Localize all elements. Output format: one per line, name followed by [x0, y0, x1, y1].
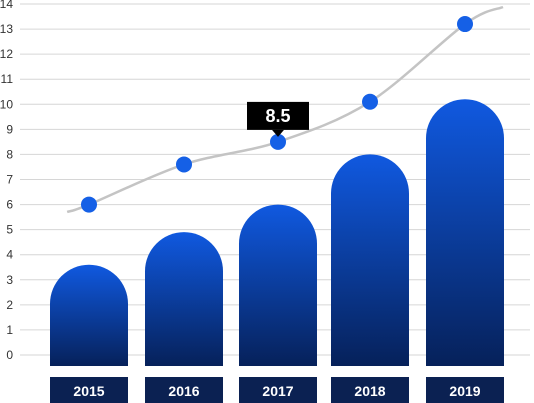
y-tick-label: 4: [6, 248, 13, 262]
bar: [50, 264, 128, 366]
y-tick-label: 9: [6, 122, 13, 136]
category-label-box: [145, 377, 223, 403]
line-point: [270, 133, 286, 150]
y-tick-label: 11: [1, 72, 14, 86]
tooltip-value: 8.5: [265, 106, 290, 126]
category-label-box: [426, 377, 504, 403]
y-tick-label: 13: [0, 22, 13, 36]
y-tick-label: 14: [0, 0, 13, 11]
y-tick-label: 2: [6, 298, 13, 312]
y-tick-label: 3: [6, 273, 13, 287]
bar: [145, 232, 223, 366]
line-point: [81, 196, 97, 213]
y-tick-label: 5: [6, 223, 13, 237]
y-tick-label: 8: [6, 147, 13, 161]
line-point: [176, 156, 192, 173]
line-point: [362, 93, 378, 110]
tooltip-box: [247, 101, 309, 130]
y-tick-label: 7: [6, 173, 13, 187]
tooltip-pointer: [272, 129, 284, 137]
y-tick-label: 1: [6, 323, 13, 337]
category-label-box: [50, 377, 128, 403]
y-tick-label: 0: [6, 348, 13, 362]
bar: [239, 204, 317, 366]
bar: [426, 99, 504, 366]
value-tooltip: 8.5: [247, 101, 309, 137]
line-series: [66, 5, 504, 214]
category-label: 2017: [262, 383, 293, 399]
bar: [331, 154, 409, 366]
line-point: [457, 16, 473, 33]
y-tick-label: 6: [6, 198, 13, 212]
category-label-box: [239, 377, 317, 403]
category-label: 2015: [73, 383, 104, 399]
y-tick-label: 10: [0, 97, 13, 111]
category-label-box: [331, 377, 409, 403]
category-label: 2016: [168, 383, 199, 399]
category-label: 2019: [449, 383, 480, 399]
bar-series: [50, 99, 504, 366]
y-tick-label: 12: [0, 47, 13, 61]
category-label: 2018: [354, 383, 385, 399]
x-axis-labels: 2015 2016 2017 2018 2019: [50, 377, 504, 403]
